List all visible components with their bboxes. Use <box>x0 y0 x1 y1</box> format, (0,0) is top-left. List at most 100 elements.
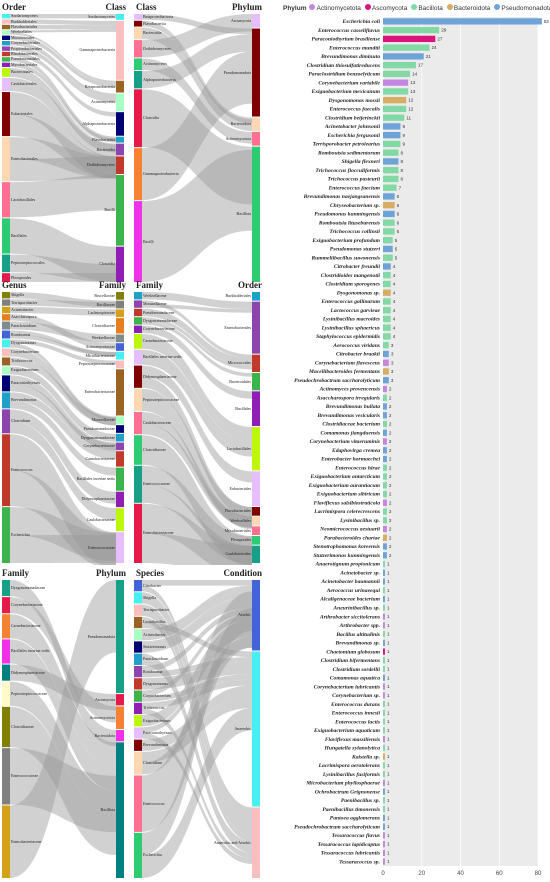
sankey-left-node <box>134 201 142 282</box>
bar-label: Brevundimonas diminuta <box>320 54 380 60</box>
sankey-right-node-label: Bacillota <box>236 211 251 217</box>
legend-label: Actinomycetota <box>316 5 361 12</box>
bar-label: Arthrobacter spp. <box>339 623 380 629</box>
sankey-left-node <box>134 300 142 308</box>
sankey-link <box>142 465 252 556</box>
bar-value-label: 2 <box>389 387 392 392</box>
sankey-left-title: Order <box>2 2 26 12</box>
sankey-left-node-label: Trichococcus <box>143 705 165 711</box>
bar <box>383 79 409 86</box>
bar <box>383 26 440 34</box>
sankey-left-node-label: Enterobacteriaceae <box>11 838 42 844</box>
sankey-link <box>10 421 116 521</box>
bar-label: Dysgonomonas sp. <box>336 290 380 296</box>
bar-value-label: 6 <box>397 212 400 217</box>
bar-label: Lysinibacillus sphaericus <box>321 325 380 331</box>
sankey-right-node-label: Bacillaceae <box>96 301 115 307</box>
sankey-link <box>142 685 252 751</box>
sankey-left-node <box>134 641 142 653</box>
bar <box>383 219 395 226</box>
sankey-left-node <box>134 349 142 365</box>
bar-label: Staphylococcus epidermidis <box>316 334 380 340</box>
sankey-right-node-label: Actinomycetes <box>91 99 115 105</box>
bar <box>383 753 385 760</box>
sankey-right-node <box>116 442 124 451</box>
sankey-left-node <box>134 317 142 325</box>
sankey-link <box>10 292 116 308</box>
legend-label: Bacteroidota <box>453 5 491 12</box>
sankey-right-node <box>252 536 260 545</box>
sankey-right-node-label: Caulobacterales <box>225 551 251 557</box>
bar-value-label: 21 <box>426 54 432 59</box>
sankey-link <box>10 664 116 711</box>
bar-label: Acinetobacter sp. <box>339 570 380 576</box>
sankey-diagram <box>134 580 260 878</box>
sankey-link <box>10 43 116 98</box>
sankey-left-node-label: Dysgonomonas <box>143 680 168 686</box>
sankey-link <box>142 733 252 864</box>
bar-value-label: 12 <box>408 107 414 112</box>
bar-value-label: 1 <box>387 824 390 829</box>
sankey-right-node-label: Ascomycota <box>231 17 251 23</box>
sankey-right-node-label: Micrococcales <box>227 360 251 366</box>
sankey-left-node-label: Didymosphaeriaceae <box>11 669 45 675</box>
bar <box>383 648 385 655</box>
bar <box>383 858 385 865</box>
bar-label: Enterococcus casseliflavus <box>317 28 380 34</box>
sankey-left-node-label: Peptostreptococcales <box>11 260 45 266</box>
bar-value-label: 1 <box>387 798 390 803</box>
bar-value-label: 3 <box>391 352 394 357</box>
sankey-left-node-label: Enterococcaceae <box>143 481 170 487</box>
sankey-left-node-label: Betaproteobacteria <box>143 13 174 19</box>
bar-value-label: 1 <box>387 780 390 785</box>
sankey-right-node <box>116 491 124 508</box>
sankey-right-node-label: Betaproteobacteria <box>84 83 115 89</box>
bar <box>383 552 387 559</box>
sankey-right-node <box>116 334 124 343</box>
sankey-left-node-label: Clostridium <box>143 760 163 766</box>
sankey-left-node <box>134 604 142 616</box>
sankey-left-node <box>134 690 142 702</box>
bar-value-label: 1 <box>387 588 390 593</box>
bar-label: Trichococcus pasteurii <box>328 177 381 183</box>
bar-value-label: 8 <box>401 159 404 164</box>
sankey-link <box>10 580 116 747</box>
sankey-left-node-label: Burkholderiales <box>11 18 37 24</box>
sankey-left-node <box>134 727 142 739</box>
bar-label: Brevundimonas sp. <box>335 641 380 647</box>
sankey-link <box>10 726 116 856</box>
sankey-link <box>142 591 252 832</box>
bar <box>383 543 387 550</box>
bar <box>383 683 385 690</box>
sankey-link <box>142 630 252 733</box>
sankey-link <box>10 51 116 117</box>
sankey-left-node <box>134 325 142 333</box>
sankey-link <box>142 597 252 825</box>
sankey-right-node-label: Microbacteriaceae <box>85 352 115 358</box>
sankey-right-node-label: Carnobacteriaceae <box>85 455 115 461</box>
sankey-left-node-label: Asaccharospora <box>11 314 37 320</box>
sankey-left-node-label: Stutzerimonas <box>143 644 166 650</box>
bar <box>383 429 387 436</box>
x-tick-label: 20 <box>418 871 425 877</box>
bar <box>383 202 395 209</box>
bar-label: Enterococcus faecalis <box>329 107 381 113</box>
sankey-link <box>10 626 116 767</box>
bar-value-label: 1 <box>387 754 390 759</box>
sankey-left-node <box>134 58 142 70</box>
sankey-left-node <box>134 148 142 201</box>
bar <box>383 412 387 419</box>
bar-label: Trichococcus flocculiformis <box>315 168 380 174</box>
sankey-link <box>10 348 116 426</box>
bar-value-label: 1 <box>387 649 390 654</box>
sankey-link <box>10 616 116 878</box>
sankey-left-node-label: Enterococcaceae <box>11 773 38 779</box>
sankey-right-title: Phylum <box>95 568 126 578</box>
sankey-left-node-label: Pleosporales <box>11 274 32 280</box>
sankey-link <box>142 292 252 310</box>
sankey-link <box>10 375 116 451</box>
sankey-right-node <box>116 706 124 729</box>
bar-label: Paraconiothyrium brasiliense <box>311 37 380 43</box>
sankey-link <box>142 64 252 144</box>
sankey-right-node <box>252 117 260 132</box>
